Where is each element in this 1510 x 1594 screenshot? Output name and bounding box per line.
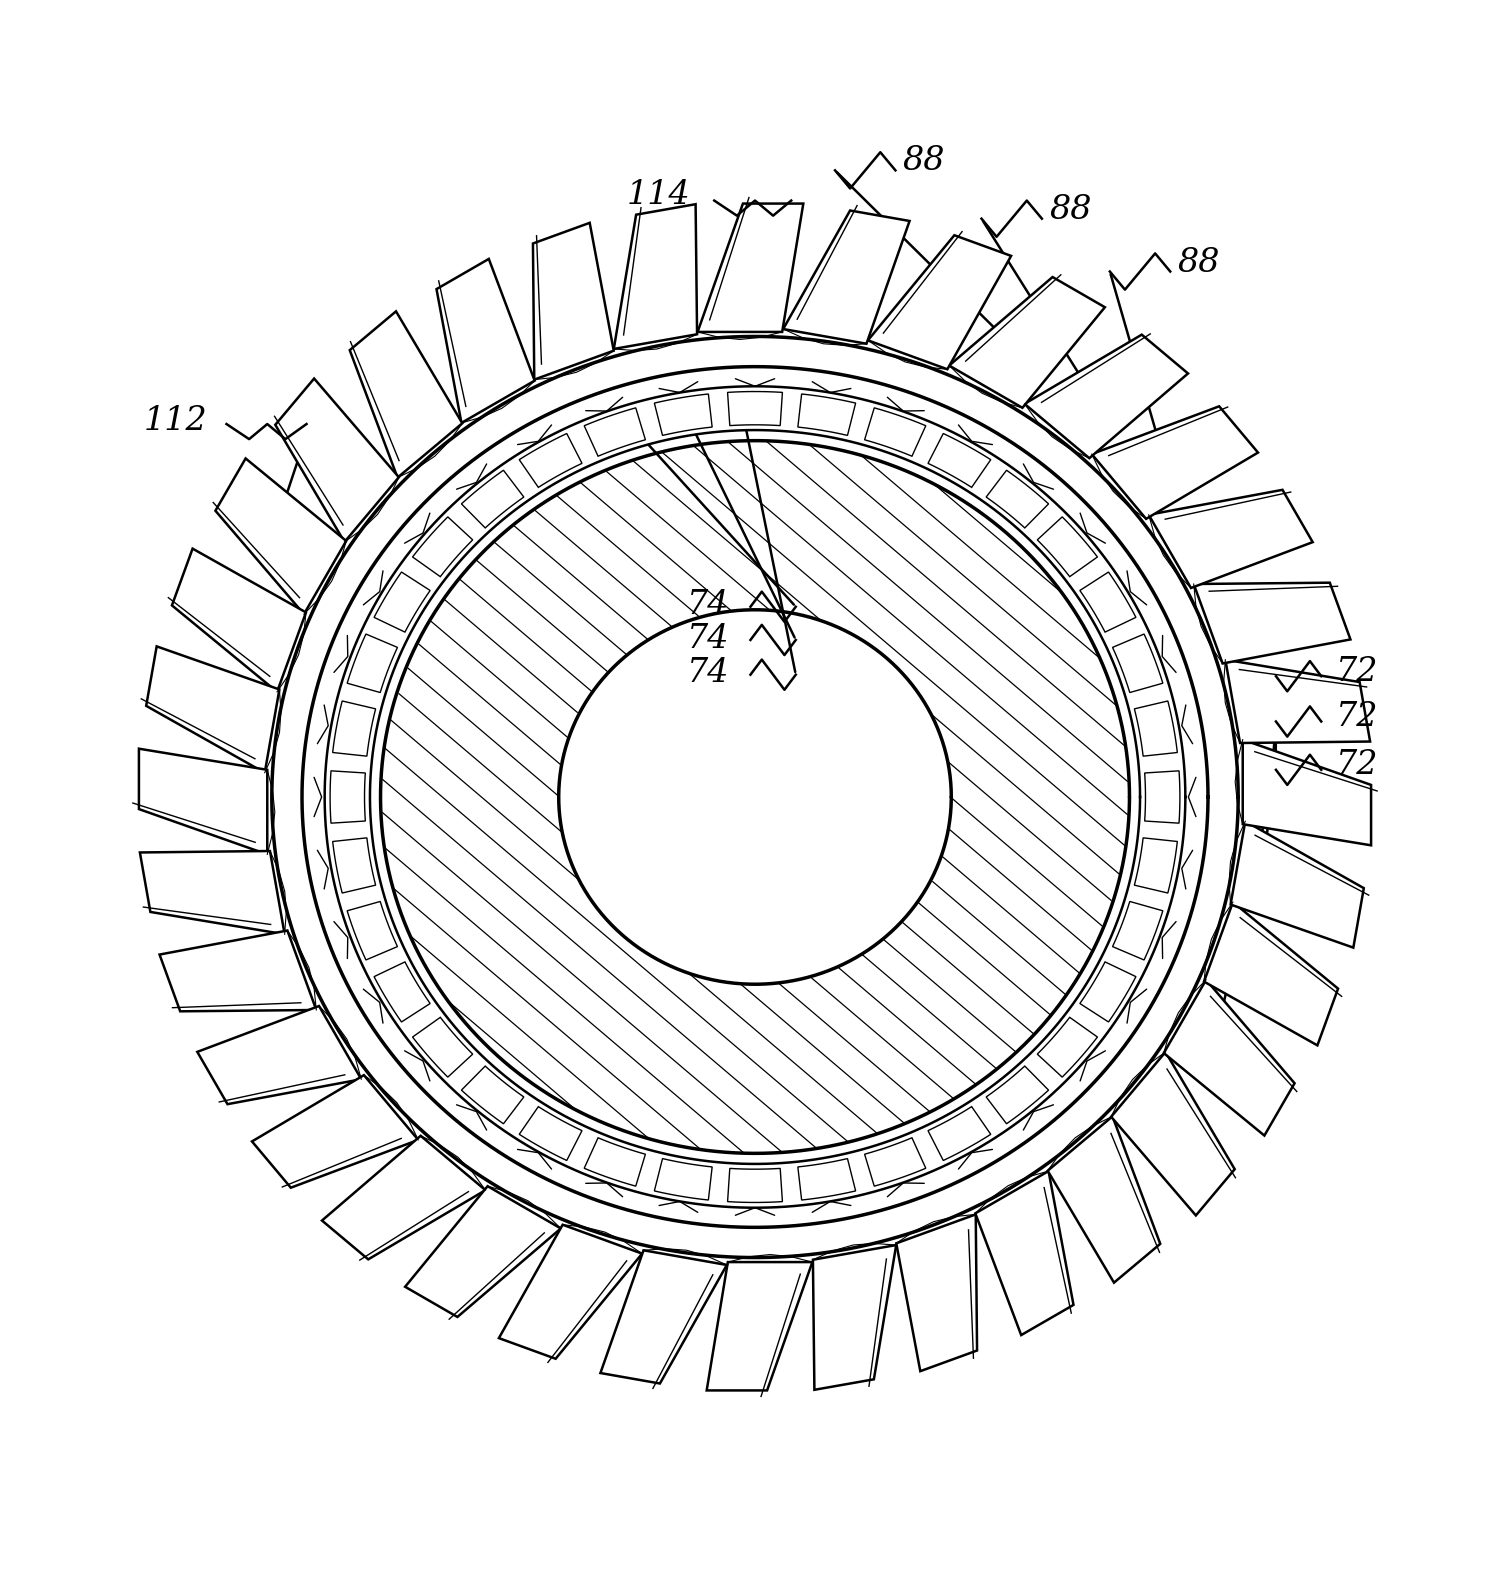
Text: 74: 74 [687,623,729,655]
Polygon shape [374,961,430,1022]
Polygon shape [1025,335,1188,457]
Polygon shape [272,336,1238,1258]
Polygon shape [374,572,430,633]
Polygon shape [1149,489,1312,588]
Polygon shape [1134,838,1178,893]
Polygon shape [1113,634,1163,692]
Polygon shape [146,646,279,773]
Polygon shape [325,386,1185,1208]
Polygon shape [797,1159,856,1200]
Polygon shape [929,1106,991,1160]
Polygon shape [1164,980,1294,1135]
Polygon shape [331,771,365,823]
Polygon shape [1243,740,1371,845]
Polygon shape [1111,1052,1235,1216]
Polygon shape [462,1066,524,1124]
Text: 72: 72 [1336,749,1379,781]
Polygon shape [812,1245,897,1390]
Polygon shape [1037,516,1098,577]
Polygon shape [1145,771,1179,823]
Polygon shape [405,1186,560,1317]
Polygon shape [950,277,1105,408]
Polygon shape [462,470,524,528]
Polygon shape [601,1250,726,1384]
Polygon shape [412,1017,473,1078]
Text: 72: 72 [1336,655,1379,687]
Polygon shape [865,408,926,456]
Text: 74: 74 [687,657,729,689]
Polygon shape [1231,821,1364,948]
Polygon shape [436,258,535,422]
Polygon shape [707,1262,812,1390]
Polygon shape [347,634,397,692]
Text: 88: 88 [903,145,945,177]
Polygon shape [1225,660,1370,743]
Polygon shape [350,311,462,478]
Polygon shape [654,1159,713,1200]
Polygon shape [1037,1017,1098,1078]
Polygon shape [1134,701,1178,756]
Polygon shape [216,459,346,614]
Polygon shape [929,434,991,488]
Polygon shape [1203,902,1338,1046]
Polygon shape [140,851,285,934]
Text: 72: 72 [1336,701,1379,733]
Text: 112: 112 [143,405,207,437]
Polygon shape [584,408,645,456]
Polygon shape [986,470,1048,528]
Polygon shape [728,1168,782,1202]
Polygon shape [412,516,473,577]
Polygon shape [986,1066,1048,1124]
Polygon shape [1048,1116,1160,1283]
Polygon shape [654,394,713,435]
Polygon shape [1092,406,1258,520]
Polygon shape [784,210,909,344]
Polygon shape [698,204,803,332]
Polygon shape [975,1172,1074,1336]
Polygon shape [519,434,581,488]
Text: 88: 88 [1049,193,1092,226]
Polygon shape [865,1138,926,1186]
Polygon shape [584,1138,645,1186]
Polygon shape [797,394,856,435]
Text: 114: 114 [627,179,690,210]
Polygon shape [728,392,782,426]
Polygon shape [897,1215,977,1371]
Polygon shape [519,1106,581,1160]
Polygon shape [198,1006,361,1105]
Polygon shape [347,902,397,960]
Polygon shape [533,223,613,379]
Polygon shape [381,440,1129,1154]
Polygon shape [1113,902,1163,960]
Polygon shape [613,204,698,349]
Polygon shape [868,236,1012,370]
Polygon shape [332,701,376,756]
Polygon shape [322,1137,485,1259]
Polygon shape [498,1224,642,1358]
Text: 88: 88 [1178,247,1220,279]
Polygon shape [160,931,316,1011]
Polygon shape [1080,572,1136,633]
Polygon shape [172,548,307,692]
Polygon shape [275,378,399,542]
Polygon shape [139,749,267,854]
Polygon shape [1194,583,1350,663]
Polygon shape [332,838,376,893]
Polygon shape [1080,961,1136,1022]
Text: 74: 74 [687,590,729,622]
Polygon shape [252,1074,418,1188]
